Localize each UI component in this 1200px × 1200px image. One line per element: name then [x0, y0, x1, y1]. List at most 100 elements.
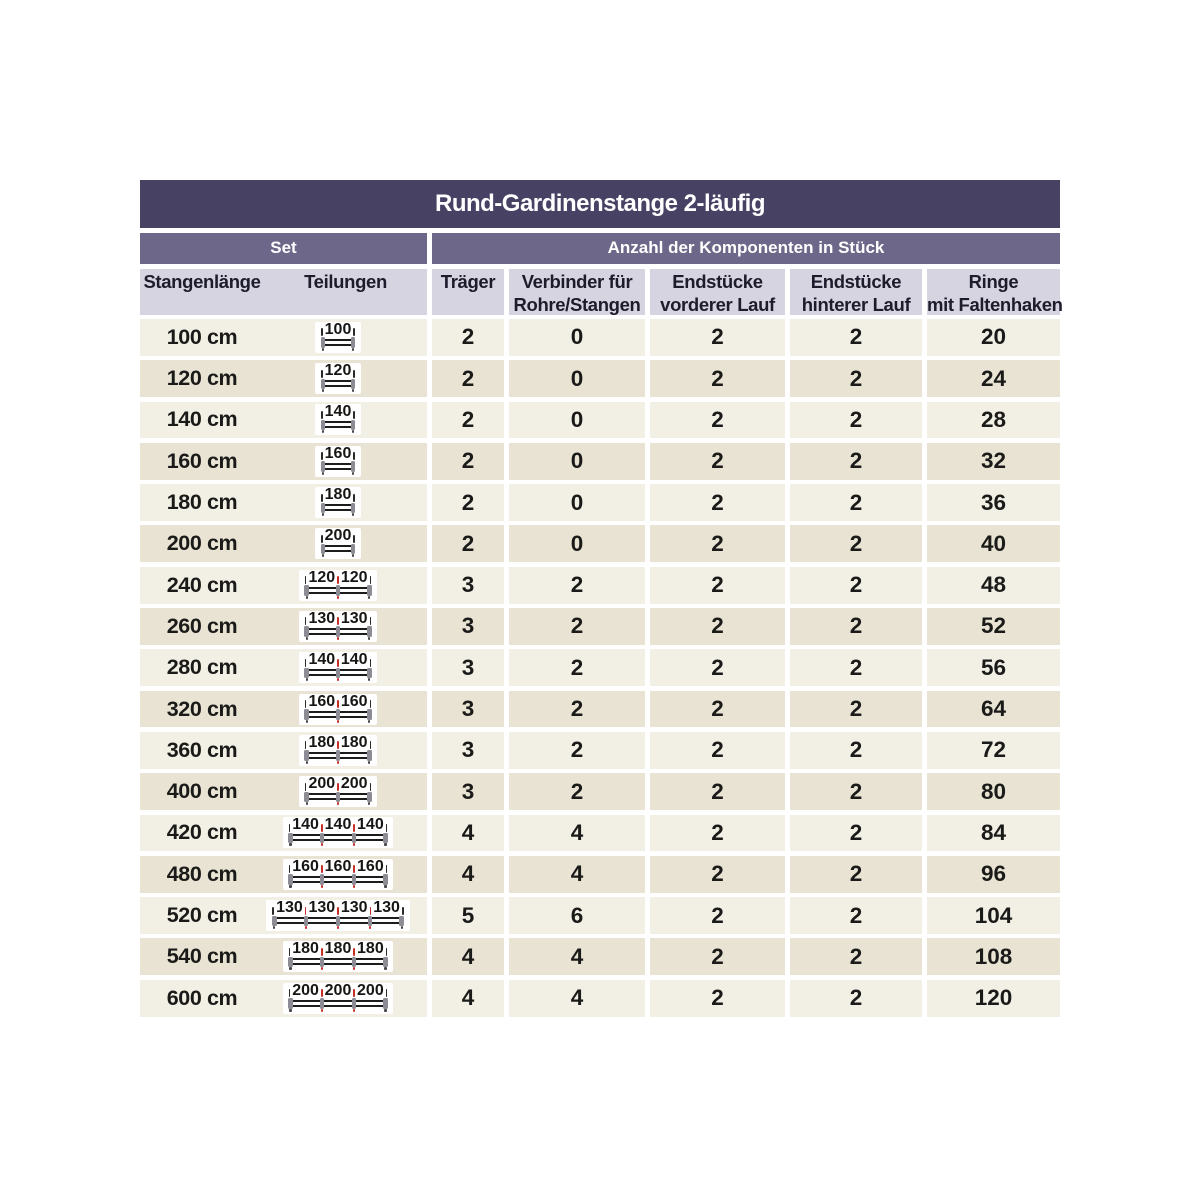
rod-connector	[335, 585, 341, 596]
traeger-value: 5	[432, 897, 504, 934]
endstuecke-hinterer-value: 2	[790, 484, 922, 521]
teilungen-cell: 130 130 130 130	[264, 899, 412, 932]
set-cell: 120 cm 120	[140, 360, 427, 398]
rod-end-cap	[350, 502, 356, 514]
dimension-tick	[288, 947, 291, 956]
rod-end-foot	[321, 430, 325, 434]
rod-end-cap	[320, 378, 326, 390]
group-header-components: Anzahl der Komponenten in Stück	[432, 232, 1060, 264]
joint-tick-red	[304, 906, 307, 915]
traeger-value: 2	[432, 360, 504, 398]
rod-end-foot	[351, 471, 355, 475]
rod-end-cap	[288, 874, 293, 885]
rod-end-cap	[383, 956, 388, 968]
set-cell: 600 cm 200 200 200	[140, 979, 427, 1017]
rod-diagram-labels: 120 120	[303, 568, 373, 586]
endstuecke-vorderer-value: 2	[650, 484, 785, 521]
joint-tick-red	[337, 576, 339, 585]
ringe-value: 64	[927, 690, 1060, 728]
segment-length-label: 180	[324, 940, 352, 958]
traeger-value: 3	[432, 649, 504, 687]
rod-connector-mark-red	[352, 1008, 355, 1012]
rod-lines	[322, 545, 354, 553]
rod-end-foot	[305, 802, 308, 806]
verbinder-value: 2	[509, 731, 645, 769]
rod-diagram-drawing	[288, 998, 388, 1012]
rod-diagram-labels: 200 200	[303, 776, 373, 792]
rod-end-foot	[321, 389, 325, 393]
verbinder-value: 0	[509, 484, 645, 521]
verbinder-value: 4	[509, 814, 645, 852]
verbinder-value: 2	[509, 649, 645, 687]
set-cell: 180 cm 180	[140, 484, 427, 521]
rod-end-cap	[366, 709, 372, 720]
rod-diagram-drawing	[320, 543, 356, 558]
segment-length-label: 160	[324, 857, 352, 875]
rod-end-foot	[321, 513, 325, 517]
rod-end-foot	[289, 967, 292, 971]
ringe-value: 40	[927, 525, 1060, 563]
set-cell: 100 cm 100	[140, 319, 427, 356]
traeger-value: 3	[432, 608, 504, 645]
endstuecke-vorderer-value: 2	[650, 442, 785, 480]
rod-end-foot	[305, 595, 308, 599]
segment-length-label: 120	[308, 568, 336, 586]
column-header-endstuecke-vorderer: Endstücke vorderer Lauf	[650, 268, 785, 315]
rod-connector-mark-red	[352, 884, 355, 888]
rod-diagram-drawing	[288, 832, 388, 847]
segment-length-label: 130	[276, 899, 303, 917]
rod-end-cap	[320, 543, 326, 555]
rod-connector	[319, 956, 325, 968]
rod-diagram-drawing	[320, 419, 356, 434]
segment-length-label: 160	[340, 692, 368, 710]
rod-diagram-labels: 140 140 140	[287, 817, 390, 833]
set-cell: 160 cm 160	[140, 442, 427, 480]
rod-length-value: 520 cm	[166, 903, 238, 928]
rod-connector	[335, 791, 341, 803]
dimension-tick	[288, 989, 291, 998]
endstuecke-hinterer-value: 2	[790, 897, 922, 934]
rod-connector	[319, 874, 325, 885]
rod-end-cap	[350, 543, 356, 555]
rod-length-value: 260 cm	[166, 613, 238, 638]
teilungen-cell: 140	[264, 404, 412, 436]
rod-connector	[303, 915, 309, 927]
dimension-tick	[369, 741, 372, 750]
endstuecke-hinterer-value: 2	[790, 731, 922, 769]
rod-diagram-drawing	[272, 915, 404, 930]
segment-length-label: 120	[340, 568, 368, 586]
set-cell: 360 cm 180 180	[140, 731, 427, 769]
joint-tick-red	[320, 823, 323, 832]
endstuecke-hinterer-value: 2	[790, 360, 922, 398]
segment-length-label: 120	[324, 362, 352, 380]
ringe-value: 108	[927, 938, 1060, 976]
rod-connector	[335, 626, 341, 637]
rod-diagram-labels: 120	[319, 362, 357, 380]
endstuecke-vorderer-value: 2	[650, 401, 785, 439]
joint-tick-red	[337, 617, 339, 626]
rod-diagram: 120 120	[298, 568, 378, 601]
rod-connector	[351, 874, 357, 885]
rod-length-value: 160 cm	[166, 448, 238, 473]
rod-end-cap	[350, 337, 356, 348]
set-cell: 260 cm 130 130	[140, 608, 427, 645]
rod-end-foot	[368, 760, 371, 764]
rod-diagram-drawing	[320, 461, 356, 475]
rod-diagram: 140	[314, 404, 362, 436]
rod-diagram-labels: 200 200 200	[287, 982, 390, 999]
rod-diagram-drawing	[304, 709, 372, 723]
rod-length-value: 100 cm	[166, 324, 238, 349]
rod-length-value: 420 cm	[166, 820, 238, 845]
traeger-value: 3	[432, 566, 504, 604]
joint-tick-red	[337, 906, 339, 915]
rod-length-value: 280 cm	[166, 655, 238, 680]
rod-connector-mark-red	[336, 595, 340, 599]
rod-diagram: 180 180	[298, 735, 378, 766]
endstuecke-vorderer-value: 2	[650, 649, 785, 687]
verbinder-value: 4	[509, 979, 645, 1017]
rod-length-value: 400 cm	[166, 779, 238, 804]
rod-diagram-labels: 200	[319, 528, 357, 544]
dimension-tick	[385, 989, 388, 998]
endstuecke-vorderer-value: 2	[650, 773, 785, 811]
rod-diagram-drawing	[288, 874, 388, 888]
